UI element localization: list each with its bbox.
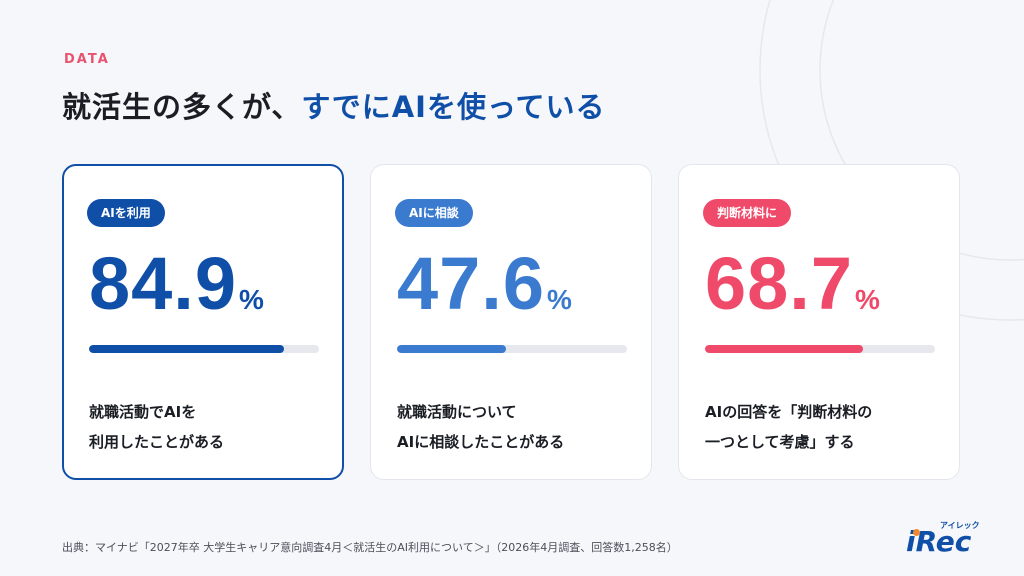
page-title: 就活生の多くが、すでにAIを使っている <box>62 84 606 126</box>
stat-card-ai-usage: AIを利用 84.9% 就職活動でAIを 利用したことがある <box>62 164 344 480</box>
stat-description: 就職活動について AIに相談したことがある <box>397 397 637 457</box>
stat-number: 68.7 <box>705 242 854 325</box>
progress-fill <box>705 345 863 353</box>
stat-card-ai-consult: AIに相談 47.6% 就職活動について AIに相談したことがある <box>370 164 652 480</box>
stat-number: 47.6 <box>397 242 546 325</box>
logo-dot-icon <box>913 529 920 536</box>
progress-fill <box>89 345 285 353</box>
description-line: 一つとして考慮」する <box>705 433 855 451</box>
progress-bar <box>89 345 319 353</box>
stat-unit: % <box>855 284 880 315</box>
description-line: 就職活動について <box>397 403 517 421</box>
stat-unit: % <box>239 284 264 315</box>
title-part-2: すでにAIを使っている <box>301 90 606 124</box>
stat-badge: AIに相談 <box>395 199 473 227</box>
stat-description: 就職活動でAIを 利用したことがある <box>89 397 329 457</box>
description-line: 利用したことがある <box>89 433 225 451</box>
progress-bar <box>397 345 627 353</box>
stat-value: 47.6% <box>397 247 572 321</box>
stat-card-decision-material: 判断材料に 68.7% AIの回答を「判断材料の 一つとして考慮」する <box>678 164 960 480</box>
stat-number: 84.9 <box>89 242 238 325</box>
progress-bar <box>705 345 935 353</box>
progress-fill <box>397 345 507 353</box>
irec-logo: アイレック iRec <box>906 520 990 560</box>
stat-badge: AIを利用 <box>87 199 165 227</box>
stat-description: AIの回答を「判断材料の 一つとして考慮」する <box>705 397 945 457</box>
stat-value: 84.9% <box>89 247 264 321</box>
title-part-1: 就活生の多くが、 <box>62 90 302 124</box>
logo-kana: アイレック <box>940 521 980 530</box>
eyebrow-label: DATA <box>64 52 110 67</box>
stat-unit: % <box>547 284 572 315</box>
description-line: AIに相談したことがある <box>397 433 565 451</box>
description-line: AIの回答を「判断材料の <box>705 403 873 421</box>
stat-badge: 判断材料に <box>703 199 792 227</box>
description-line: 就職活動でAIを <box>89 403 197 421</box>
stat-value: 68.7% <box>705 247 880 321</box>
source-citation: 出典：マイナビ「2027年卒 大学生キャリア意向調査4月＜就活生のAI利用につい… <box>62 541 678 554</box>
